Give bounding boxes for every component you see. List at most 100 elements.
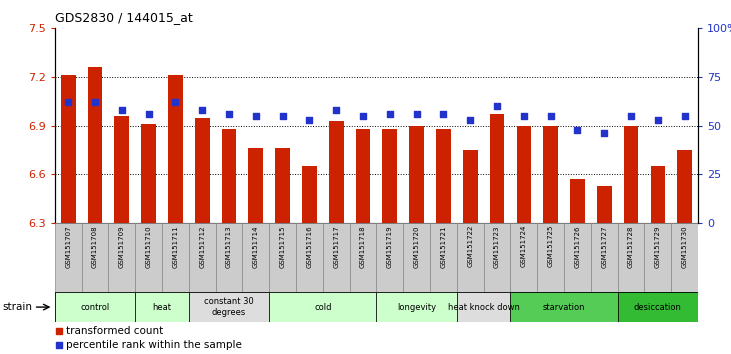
Bar — [376, 292, 457, 322]
Text: GSM151715: GSM151715 — [280, 225, 286, 268]
Bar — [651, 166, 665, 223]
Point — [679, 113, 691, 119]
Text: strain: strain — [2, 302, 32, 312]
Point — [411, 111, 423, 117]
Bar — [269, 292, 376, 322]
Text: GSM151721: GSM151721 — [441, 225, 447, 268]
Bar — [216, 223, 243, 292]
Bar — [189, 223, 216, 292]
Point — [223, 111, 235, 117]
Bar — [543, 126, 558, 223]
Text: desiccation: desiccation — [634, 303, 682, 312]
Bar — [591, 223, 618, 292]
Point — [518, 113, 530, 119]
Point — [652, 117, 664, 123]
Bar — [510, 292, 618, 322]
Bar — [510, 223, 537, 292]
Point — [250, 113, 262, 119]
Text: GSM151716: GSM151716 — [306, 225, 312, 268]
Point — [53, 342, 65, 348]
Bar — [645, 223, 671, 292]
Bar — [189, 292, 269, 322]
Bar — [624, 126, 638, 223]
Bar — [349, 223, 376, 292]
Bar — [430, 223, 457, 292]
Text: GSM151727: GSM151727 — [602, 225, 607, 268]
Point — [625, 113, 637, 119]
Text: GSM151718: GSM151718 — [360, 225, 366, 268]
Point — [53, 329, 65, 334]
Point — [572, 127, 583, 132]
Bar — [678, 150, 692, 223]
Bar — [243, 223, 269, 292]
Point — [277, 113, 289, 119]
Text: percentile rank within the sample: percentile rank within the sample — [66, 340, 242, 350]
Text: GSM151707: GSM151707 — [65, 225, 71, 268]
Bar — [490, 114, 504, 223]
Bar — [276, 148, 290, 223]
Bar — [82, 223, 108, 292]
Text: cold: cold — [314, 303, 332, 312]
Point — [62, 99, 74, 105]
Bar — [356, 129, 371, 223]
Text: GDS2830 / 144015_at: GDS2830 / 144015_at — [55, 11, 192, 24]
Bar — [329, 121, 344, 223]
Point — [599, 131, 610, 136]
Point — [491, 103, 503, 109]
Bar — [269, 223, 296, 292]
Bar — [570, 179, 585, 223]
Text: GSM151717: GSM151717 — [333, 225, 339, 268]
Bar — [382, 129, 397, 223]
Bar — [55, 292, 135, 322]
Bar — [135, 223, 162, 292]
Bar — [296, 223, 323, 292]
Bar — [55, 223, 82, 292]
Bar — [671, 223, 698, 292]
Point — [303, 117, 315, 123]
Point — [170, 99, 181, 105]
Text: starvation: starvation — [543, 303, 586, 312]
Bar — [141, 124, 156, 223]
Text: GSM151708: GSM151708 — [92, 225, 98, 268]
Text: GSM151725: GSM151725 — [548, 225, 553, 268]
Bar — [564, 223, 591, 292]
Point — [89, 99, 101, 105]
Text: GSM151723: GSM151723 — [494, 225, 500, 268]
Text: constant 30
degrees: constant 30 degrees — [204, 297, 254, 317]
Text: GSM151729: GSM151729 — [655, 225, 661, 268]
Point — [384, 111, 395, 117]
Bar — [376, 223, 404, 292]
Text: GSM151710: GSM151710 — [145, 225, 151, 268]
Bar — [162, 223, 189, 292]
Text: GSM151709: GSM151709 — [119, 225, 125, 268]
Text: heat: heat — [153, 303, 172, 312]
Bar — [221, 129, 236, 223]
Point — [143, 111, 154, 117]
Bar — [457, 223, 484, 292]
Text: GSM151711: GSM151711 — [173, 225, 178, 268]
Text: GSM151726: GSM151726 — [575, 225, 580, 268]
Point — [116, 107, 128, 113]
Bar — [537, 223, 564, 292]
Bar — [168, 75, 183, 223]
Bar — [597, 186, 612, 223]
Point — [438, 111, 450, 117]
Bar — [135, 292, 189, 322]
Text: GSM151720: GSM151720 — [414, 225, 420, 268]
Text: longevity: longevity — [397, 303, 436, 312]
Text: GSM151722: GSM151722 — [467, 225, 473, 268]
Point — [197, 107, 208, 113]
Bar — [195, 118, 210, 223]
Bar — [108, 223, 135, 292]
Text: GSM151712: GSM151712 — [200, 225, 205, 268]
Bar — [404, 223, 430, 292]
Bar — [249, 148, 263, 223]
Bar — [409, 126, 424, 223]
Bar — [61, 75, 75, 223]
Bar — [302, 166, 317, 223]
Text: GSM151724: GSM151724 — [521, 225, 527, 268]
Point — [330, 107, 342, 113]
Bar — [436, 129, 451, 223]
Text: GSM151719: GSM151719 — [387, 225, 393, 268]
Bar — [457, 292, 510, 322]
